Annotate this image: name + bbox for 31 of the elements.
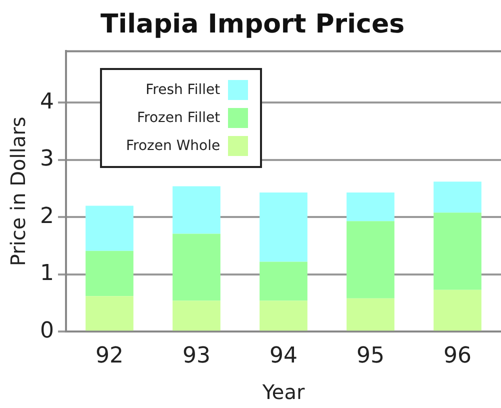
bar	[260, 262, 308, 301]
bar	[434, 290, 482, 331]
bar	[86, 296, 134, 331]
x-axis-title: Year	[261, 380, 306, 404]
legend-label: Frozen Fillet	[136, 110, 220, 126]
x-tick-label: 93	[182, 344, 210, 369]
chart-title: Tilapia Import Prices	[100, 9, 405, 40]
bar	[172, 234, 220, 301]
y-tick-label: 4	[40, 89, 54, 114]
bar	[86, 206, 134, 251]
legend-label: Fresh Fillet	[146, 82, 220, 98]
y-tick-label: 0	[40, 318, 54, 344]
x-tick-label: 92	[95, 344, 124, 369]
bar	[260, 192, 308, 262]
y-tick-label: 3	[40, 146, 54, 172]
y-tick-label: 1	[40, 261, 54, 286]
bar	[260, 300, 308, 331]
x-tick-label: 96	[444, 344, 472, 369]
y-axis-title: Price in Dollars	[6, 116, 30, 266]
bar	[346, 221, 394, 298]
bar	[86, 250, 134, 296]
bar	[346, 298, 394, 331]
x-tick-label: 94	[270, 344, 298, 369]
y-tick-label: 2	[40, 204, 54, 229]
bar	[172, 300, 220, 331]
bar	[172, 186, 220, 234]
bar	[434, 182, 482, 213]
x-tick-label: 95	[356, 344, 384, 369]
legend-label: Frozen Whole	[126, 138, 220, 154]
bar	[434, 212, 482, 290]
bar	[346, 192, 394, 222]
